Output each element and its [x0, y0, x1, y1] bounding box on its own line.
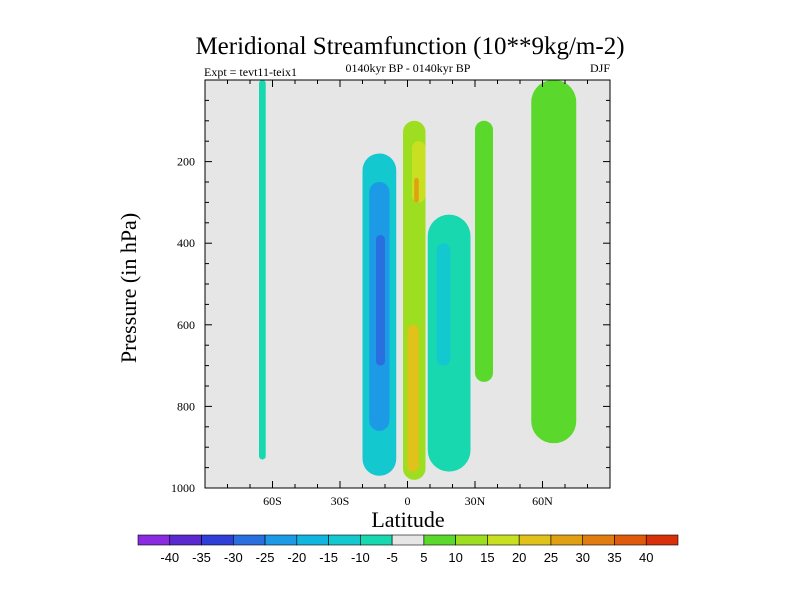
contour-region: [407, 324, 419, 472]
colorbar-label: -15: [319, 550, 338, 565]
colorbar-label: -5: [386, 550, 398, 565]
colorbar-swatch: [550, 534, 584, 546]
x-axis-label: Latitude: [371, 507, 444, 532]
x-tick-label: 30N: [465, 494, 486, 508]
colorbar-label: -10: [351, 550, 370, 565]
colorbar: -40 -35 -30 -25 -20 -15 -10 -5 5 10 15 20 25 30 35 40: [137, 534, 679, 565]
colorbar-label: -20: [287, 550, 306, 565]
contour-region: [259, 80, 266, 460]
contour-region: [376, 235, 385, 366]
x-tick-label: 60N: [532, 494, 553, 508]
contour-region: [475, 120, 493, 382]
contour-region: [436, 243, 451, 366]
y-tick-label: 600: [177, 318, 195, 332]
colorbar-label: 25: [544, 550, 558, 565]
x-tick-label: 30S: [331, 494, 350, 508]
colorbar-label: 10: [448, 550, 462, 565]
x-tick-label: 0: [405, 494, 411, 508]
colorbar-label: 35: [607, 550, 621, 565]
colorbar-swatch: [645, 534, 679, 546]
colorbar-label: 20: [512, 550, 526, 565]
colorbar-label: -40: [160, 550, 179, 565]
y-tick-label: 400: [177, 236, 195, 250]
season-label: DJF: [590, 61, 610, 75]
colorbar-label: 30: [575, 550, 589, 565]
x-tick-label: 60S: [263, 494, 282, 508]
y-tick-label: 200: [177, 155, 195, 169]
colorbar-swatch: [296, 534, 329, 546]
contour-region: [531, 80, 577, 444]
colorbar-label: -35: [192, 550, 211, 565]
colorbar-swatch: [232, 534, 266, 546]
colorbar-swatch: [423, 534, 456, 546]
colorbar-swatch: [391, 534, 425, 546]
colorbar-label: -25: [256, 550, 275, 565]
colorbar-swatch: [518, 534, 552, 546]
experiment-label: Expt = tevt11-teix1: [204, 65, 297, 79]
colorbar-swatch: [137, 534, 171, 546]
colorbar-label: 5: [420, 550, 427, 565]
chart-title: Meridional Streamfunction (10**9kg/m-2): [195, 33, 624, 60]
plot-area: [204, 79, 611, 489]
colorbar-swatch: [582, 534, 615, 546]
y-axis-label: Pressure (in hPa): [116, 213, 141, 363]
colorbar-swatch: [614, 534, 647, 546]
colorbar-label: 40: [639, 550, 653, 565]
colorbar-label: -30: [224, 550, 243, 565]
contour-region: [414, 177, 419, 203]
colorbar-swatch: [455, 534, 488, 546]
colorbar-swatch: [169, 534, 202, 546]
y-tick-label: 800: [177, 399, 195, 413]
y-tick-label: 1000: [171, 481, 195, 495]
colorbar-swatch: [487, 534, 520, 546]
y-axis: 200 400 600 800 1000: [171, 99, 610, 495]
colorbar-swatch: [360, 534, 393, 546]
colorbar-swatch: [328, 534, 361, 546]
period-label: 0140kyr BP - 0140kyr BP: [346, 61, 471, 75]
colorbar-label: 15: [480, 550, 494, 565]
colorbar-swatch: [201, 534, 234, 546]
colorbar-swatch: [264, 534, 298, 546]
x-axis: 60S 30S 0 30N 60N: [227, 80, 588, 508]
